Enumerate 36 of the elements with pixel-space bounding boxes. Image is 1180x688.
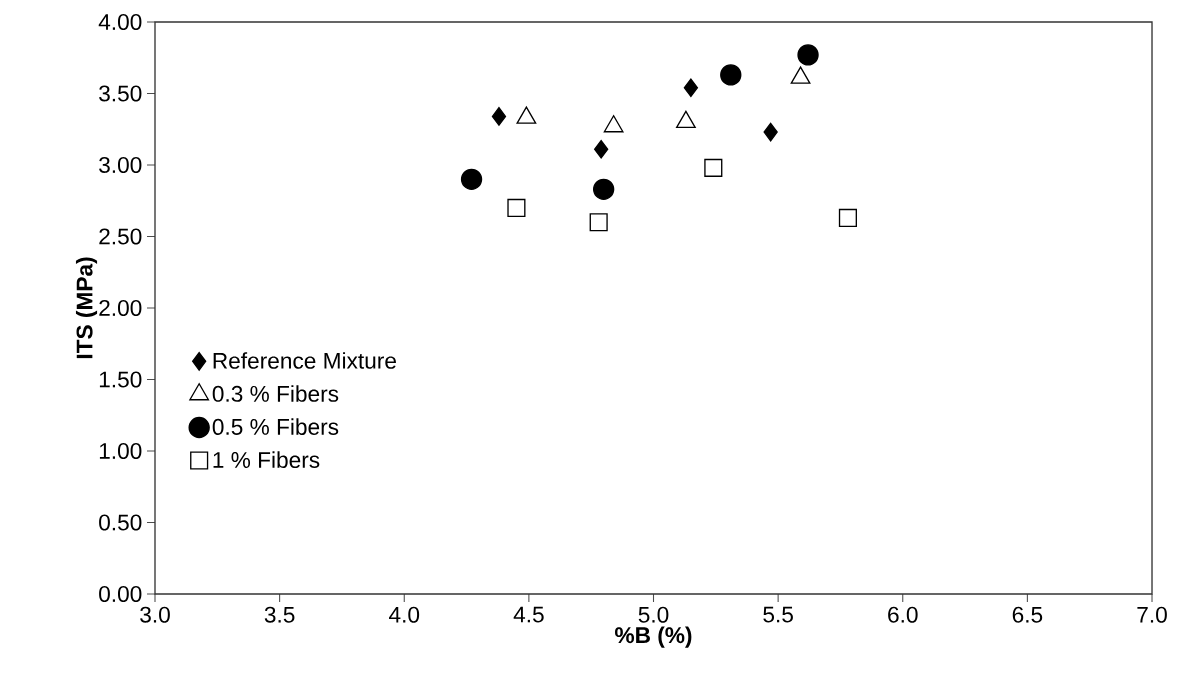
point: [592, 178, 615, 200]
y-tick-label: 1.50: [99, 371, 142, 388]
legend-label: 0.3 % Fibers: [212, 385, 339, 402]
y-tick-label: 0.00: [99, 585, 142, 603]
point: [838, 208, 857, 227]
point: [507, 198, 526, 217]
legend-label: 0.5 % Fibers: [212, 418, 339, 435]
legend-label: 1 % Fibers: [213, 451, 320, 468]
point: [593, 139, 609, 159]
y-tick-label: 4.00: [98, 13, 142, 31]
y-tick-label: 0.50: [99, 514, 142, 531]
point: [589, 213, 608, 232]
point: [763, 122, 778, 142]
x-tick-label: 7.0: [1137, 606, 1167, 623]
y-tick-label: 3.50: [99, 85, 142, 102]
y-tick-label: 3.00: [99, 156, 142, 174]
x-tick-label: 4.5: [513, 606, 544, 623]
y-tick-label: 2.00: [99, 299, 142, 317]
point: [704, 158, 723, 177]
x-tick-label: 6.0: [888, 606, 918, 623]
x-tick-label: 3.0: [140, 606, 170, 623]
y-tick-label: 1.00: [99, 442, 142, 460]
point: [460, 168, 483, 190]
point: [797, 44, 819, 66]
x-tick-label: 5.5: [763, 606, 793, 623]
point: [720, 64, 742, 86]
x-tick-label: 3.5: [264, 606, 295, 623]
point: [683, 78, 699, 98]
point: [491, 107, 507, 126]
x-tick-label: 6.5: [1012, 606, 1043, 623]
y-tick-label: 2.50: [99, 228, 142, 245]
x-axis-title: %B (%): [615, 626, 692, 648]
x-tick-label: 5.0: [638, 606, 669, 623]
y-axis-title: ITS (MPa): [75, 257, 98, 359]
legend-label: Reference Mixture: [213, 352, 396, 369]
x-tick-label: 4.0: [389, 606, 420, 623]
